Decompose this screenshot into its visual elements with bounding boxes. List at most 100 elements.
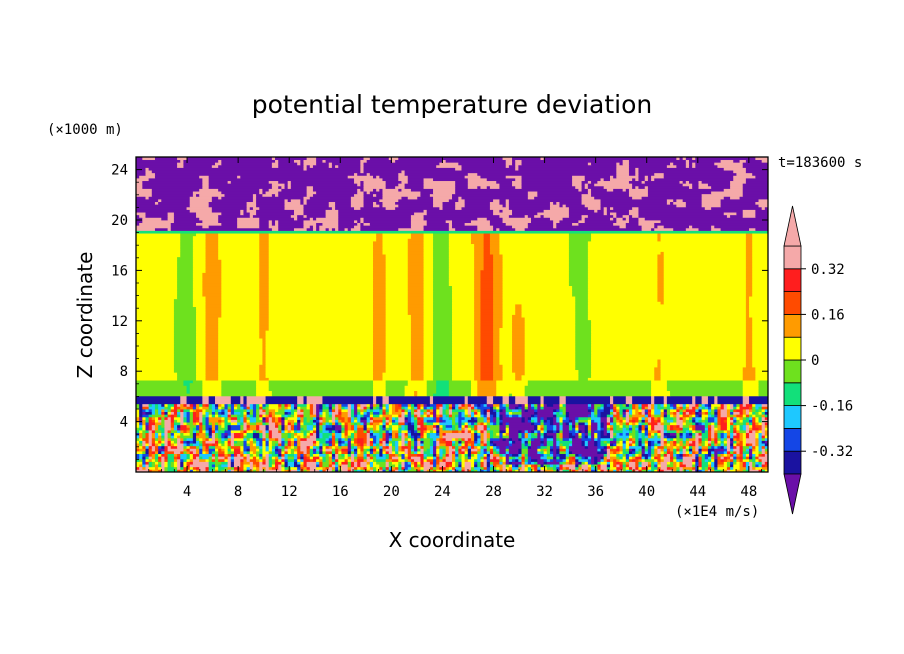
contour-cell	[625, 464, 630, 468]
contour-cell	[764, 448, 768, 452]
contour-cell	[218, 458, 225, 462]
contour-cell	[363, 469, 368, 472]
contour-cell	[139, 440, 143, 444]
contour-cell	[736, 453, 740, 457]
contour-cell	[565, 414, 570, 418]
contour-cell	[309, 451, 314, 455]
contour-cell	[436, 416, 440, 420]
contour-cell	[493, 359, 500, 363]
contour-cell	[369, 453, 374, 457]
contour-cell	[660, 461, 668, 465]
contour-cell	[262, 458, 266, 462]
contour-cell	[606, 448, 611, 452]
contour-cell	[300, 419, 304, 423]
contour-cell	[512, 458, 516, 462]
contour-cell	[199, 466, 206, 470]
contour-cell	[600, 430, 605, 434]
contour-cell	[587, 461, 592, 465]
contour-cell	[385, 469, 390, 472]
contour-cell	[452, 451, 456, 455]
contour-cell	[297, 427, 301, 431]
contour-cell	[344, 440, 349, 444]
contour-cell	[625, 432, 630, 436]
contour-cell	[300, 406, 308, 410]
contour-cell	[534, 411, 538, 415]
contour-cell	[287, 422, 292, 426]
contour-cell	[240, 469, 244, 472]
contour-cell	[704, 469, 709, 472]
contour-cell	[316, 430, 320, 434]
contour-cell	[439, 456, 443, 460]
contour-cell	[752, 364, 768, 368]
contour-cell	[420, 466, 424, 470]
contour-cell	[559, 424, 563, 428]
contour-cell	[647, 419, 652, 423]
contour-cell	[752, 451, 759, 455]
contour-cell	[644, 406, 649, 410]
contour-cell	[499, 332, 513, 336]
contour-cell	[660, 432, 665, 436]
contour-cell	[350, 451, 355, 455]
contour-cell	[237, 419, 241, 423]
contour-cell	[666, 437, 671, 441]
contour-cell	[761, 445, 766, 449]
contour-cell	[218, 369, 260, 373]
contour-cell	[262, 469, 266, 472]
contour-cell	[224, 403, 229, 407]
contour-cell	[625, 398, 633, 402]
contour-cell	[578, 422, 586, 426]
contour-cell	[531, 464, 535, 468]
contour-cell	[445, 424, 453, 428]
contour-cell	[161, 451, 165, 455]
contour-cell	[426, 393, 434, 397]
contour-cell	[632, 424, 636, 428]
contour-cell	[474, 427, 478, 431]
contour-cell	[173, 419, 178, 423]
contour-cell	[281, 427, 285, 431]
contour-cell	[486, 456, 491, 460]
contour-cell	[458, 461, 462, 465]
contour-cell	[350, 416, 355, 420]
contour-cell	[651, 445, 655, 449]
contour-cell	[610, 451, 614, 455]
contour-cell	[256, 419, 263, 423]
contour-cell	[666, 435, 677, 439]
contour-cell	[148, 424, 153, 428]
contour-cell	[271, 458, 276, 462]
contour-cell	[565, 466, 570, 470]
contour-cell	[385, 340, 412, 344]
contour-cell	[521, 464, 526, 468]
contour-cell	[562, 424, 570, 428]
contour-cell	[136, 353, 175, 357]
contour-cell	[287, 461, 295, 465]
contour-cell	[350, 443, 355, 447]
contour-cell	[660, 367, 744, 371]
contour-cell	[493, 443, 497, 447]
contour-cell	[136, 351, 175, 355]
contour-cell	[745, 461, 750, 465]
contour-cell	[281, 435, 289, 439]
contour-cell	[284, 416, 289, 420]
contour-cell	[404, 385, 428, 389]
contour-cell	[227, 464, 232, 468]
contour-cell	[464, 443, 469, 447]
contour-cell	[692, 411, 696, 415]
contour-cell	[553, 456, 557, 460]
contour-cell	[676, 409, 680, 413]
contour-cell	[164, 419, 172, 423]
contour-cell	[373, 403, 377, 407]
contour-cell	[701, 466, 706, 470]
contour-cell	[616, 469, 620, 472]
contour-cell	[515, 372, 526, 376]
contour-cell	[616, 437, 620, 441]
contour-cell	[556, 414, 567, 418]
contour-cell	[657, 458, 661, 462]
contour-cell	[594, 430, 601, 434]
contour-cell	[142, 422, 146, 426]
contour-cell	[407, 409, 412, 413]
contour-cell	[423, 361, 434, 365]
contour-cell	[445, 406, 450, 410]
contour-cell	[594, 419, 601, 423]
contour-cell	[720, 440, 725, 444]
contour-cell	[151, 458, 156, 462]
